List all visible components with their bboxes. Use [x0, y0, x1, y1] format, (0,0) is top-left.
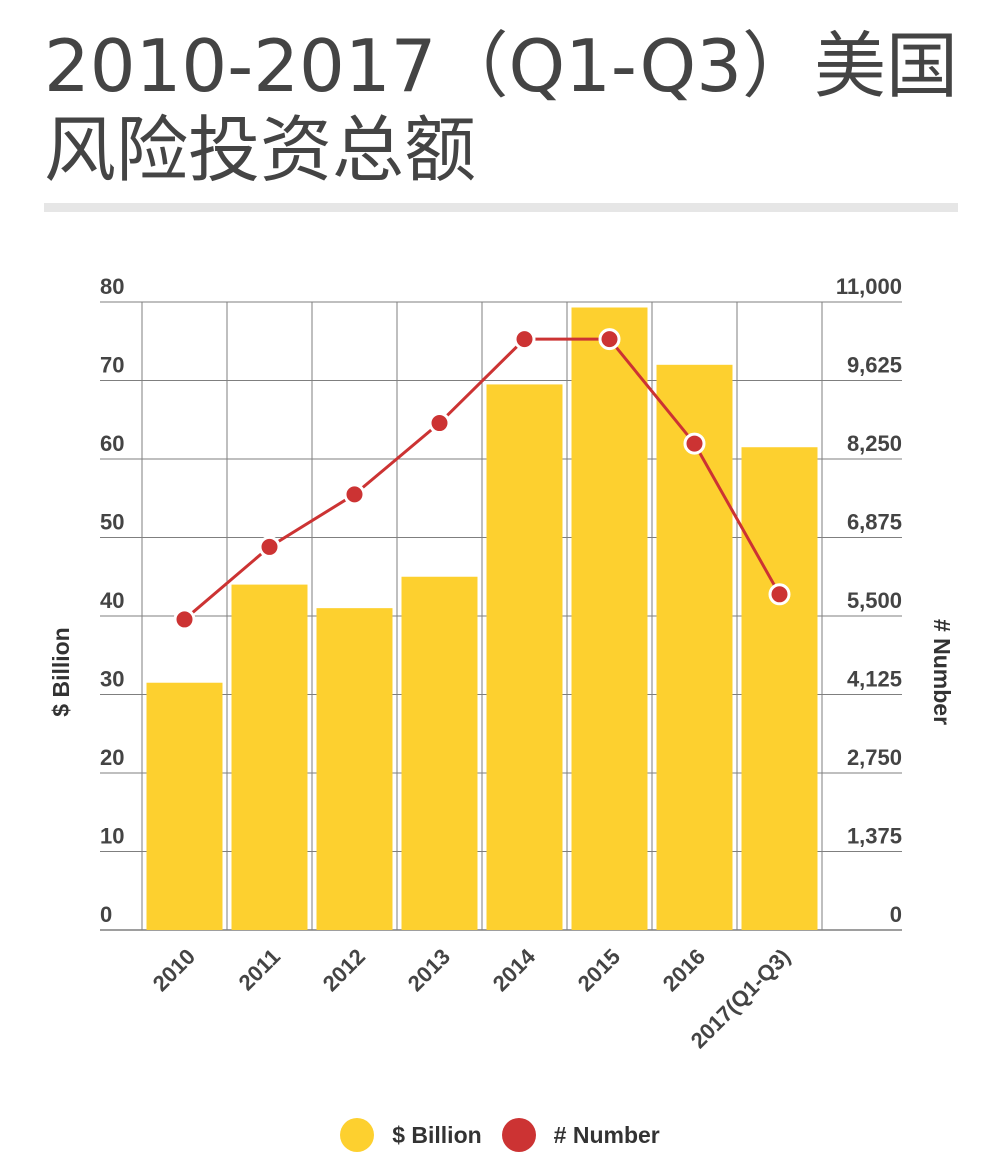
point-2010: [173, 608, 196, 631]
x-tick-label: 2016: [658, 944, 710, 996]
y2-tick-label: 9,625: [847, 353, 902, 378]
x-tick-label: 2011: [234, 944, 285, 995]
line-series: [173, 328, 791, 631]
legend-label-billion: $ Billion: [392, 1121, 482, 1148]
point-2015: [598, 328, 621, 351]
point-2011: [258, 535, 281, 558]
y2-tick-label: 11,000: [836, 274, 902, 299]
bar-2017(Q1-Q3): [741, 447, 818, 930]
legend-item-number: # Number: [501, 1118, 660, 1152]
y2-axis-title: # Number: [929, 619, 955, 725]
chart-title: 2010-2017（Q1-Q3）美国风险投资总额: [44, 24, 959, 192]
legend-swatch-number: [501, 1118, 536, 1152]
y-axis-title: $ Billion: [48, 627, 74, 716]
y-tick-label: 10: [100, 824, 124, 849]
point-2014: [513, 328, 536, 351]
y2-tick-label: 4,125: [847, 667, 902, 692]
x-tick-label: 2014: [488, 943, 541, 996]
y2-tick-label: 0: [890, 902, 902, 927]
y2-tick-label: 5,500: [847, 588, 902, 613]
bar-2011: [231, 584, 308, 930]
legend-swatch-billion: [340, 1118, 375, 1152]
x-tick-label: 2013: [403, 944, 455, 996]
y2-tick-label: 6,875: [847, 510, 902, 535]
bar-2013: [401, 576, 478, 930]
x-tick-label: 2015: [573, 944, 625, 996]
y-tick-label: 0: [100, 902, 112, 927]
point-2013: [428, 412, 451, 435]
number-line: [183, 337, 781, 621]
y-tick-label: 30: [100, 667, 124, 692]
bar-2012: [316, 608, 393, 930]
bar-2015: [571, 307, 648, 930]
title-divider: [44, 203, 958, 212]
bar-2014: [486, 384, 563, 930]
y-tick-label: 40: [100, 588, 124, 613]
y2-tick-label: 2,750: [847, 745, 902, 770]
y2-tick-label: 1,375: [847, 824, 902, 849]
bar-series: [146, 307, 818, 930]
chart-canvas: 0 0 10 1,375 20 2,750 30 4,125 40 5,500 50 6,875 60 8…: [48, 274, 955, 1053]
y-tick-label: 20: [100, 745, 124, 770]
legend-label-number: # Number: [553, 1121, 660, 1148]
point-2012: [343, 483, 366, 506]
x-tick-label: 2012: [318, 944, 370, 996]
point-2017(Q1-Q3): [768, 583, 791, 606]
point-2016: [683, 432, 706, 455]
y-tick-label: 60: [100, 431, 124, 456]
y-tick-label: 50: [100, 510, 124, 535]
bar-2016: [656, 364, 733, 930]
y-tick-label: 70: [100, 353, 124, 378]
y-tick-label: 80: [100, 274, 124, 299]
legend: $ Billion # Number: [0, 1118, 1000, 1152]
x-tick-label: 2010: [148, 944, 200, 996]
y2-tick-label: 8,250: [847, 431, 902, 456]
legend-item-billion: $ Billion: [340, 1118, 482, 1152]
bar-2010: [146, 682, 223, 930]
